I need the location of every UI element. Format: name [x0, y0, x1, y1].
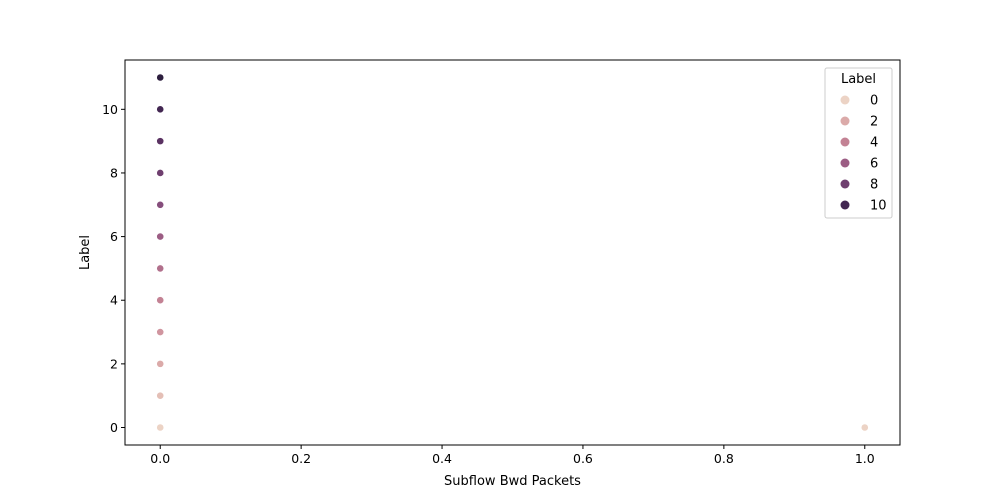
- legend-entry-label: 4: [870, 136, 878, 151]
- scatter-point: [156, 105, 165, 114]
- scatter-points: [156, 73, 869, 432]
- plot-frame: [124, 59, 901, 446]
- y-tick-label: 4: [110, 293, 118, 308]
- y-tick-label: 8: [110, 165, 118, 180]
- y-axis-label: Label: [78, 235, 93, 270]
- x-axis-label: Subflow Bwd Packets: [444, 474, 581, 489]
- y-tick-label: 0: [110, 420, 118, 435]
- legend-marker: [840, 179, 850, 189]
- legend-entry-label: 0: [870, 94, 878, 109]
- y-axis-ticks: 0 2 4 6 8 10: [102, 102, 125, 435]
- plot-area: [125, 60, 900, 445]
- legend-marker: [840, 95, 850, 105]
- legend-entries: 0 2 4 6 8 10: [840, 94, 887, 214]
- scatter-point: [156, 328, 165, 336]
- x-tick-label: 0.0: [150, 451, 170, 466]
- scatter-point: [156, 200, 165, 209]
- x-tick-label: 0.2: [291, 451, 311, 466]
- x-tick-label: 0.4: [432, 451, 452, 466]
- legend-entry-label: 6: [870, 157, 878, 172]
- x-tick-label: 1.0: [855, 451, 875, 466]
- x-tick-label: 0.8: [714, 451, 734, 466]
- scatter-point: [156, 73, 165, 82]
- legend-marker: [840, 200, 850, 210]
- y-tick-label: 10: [102, 102, 118, 117]
- scatter-point: [156, 359, 165, 368]
- legend-marker: [840, 158, 850, 168]
- y-tick-label: 6: [110, 229, 118, 244]
- legend-title: Label: [841, 72, 876, 87]
- scatter-point: [156, 264, 165, 273]
- x-axis-ticks: 0.0 0.2 0.4 0.6 0.8 1.0: [150, 445, 875, 466]
- legend-frame: [824, 67, 893, 219]
- scatter-point: [156, 232, 165, 241]
- y-tick-label: 2: [110, 356, 118, 371]
- legend: Label 0 2 4 6 8 10: [824, 67, 893, 219]
- scatter-point: [860, 423, 869, 432]
- scatter-point: [156, 169, 165, 177]
- legend-marker: [840, 116, 850, 126]
- legend-entry-label: 2: [870, 115, 878, 130]
- scatter-point: [156, 391, 165, 400]
- x-tick-label: 0.6: [573, 451, 593, 466]
- scatter-point: [156, 423, 165, 432]
- scatter-point: [156, 296, 165, 305]
- legend-entry-label: 10: [870, 199, 887, 214]
- scatter-point: [156, 137, 165, 146]
- legend-marker: [840, 137, 850, 147]
- legend-entry-label: 8: [870, 178, 878, 193]
